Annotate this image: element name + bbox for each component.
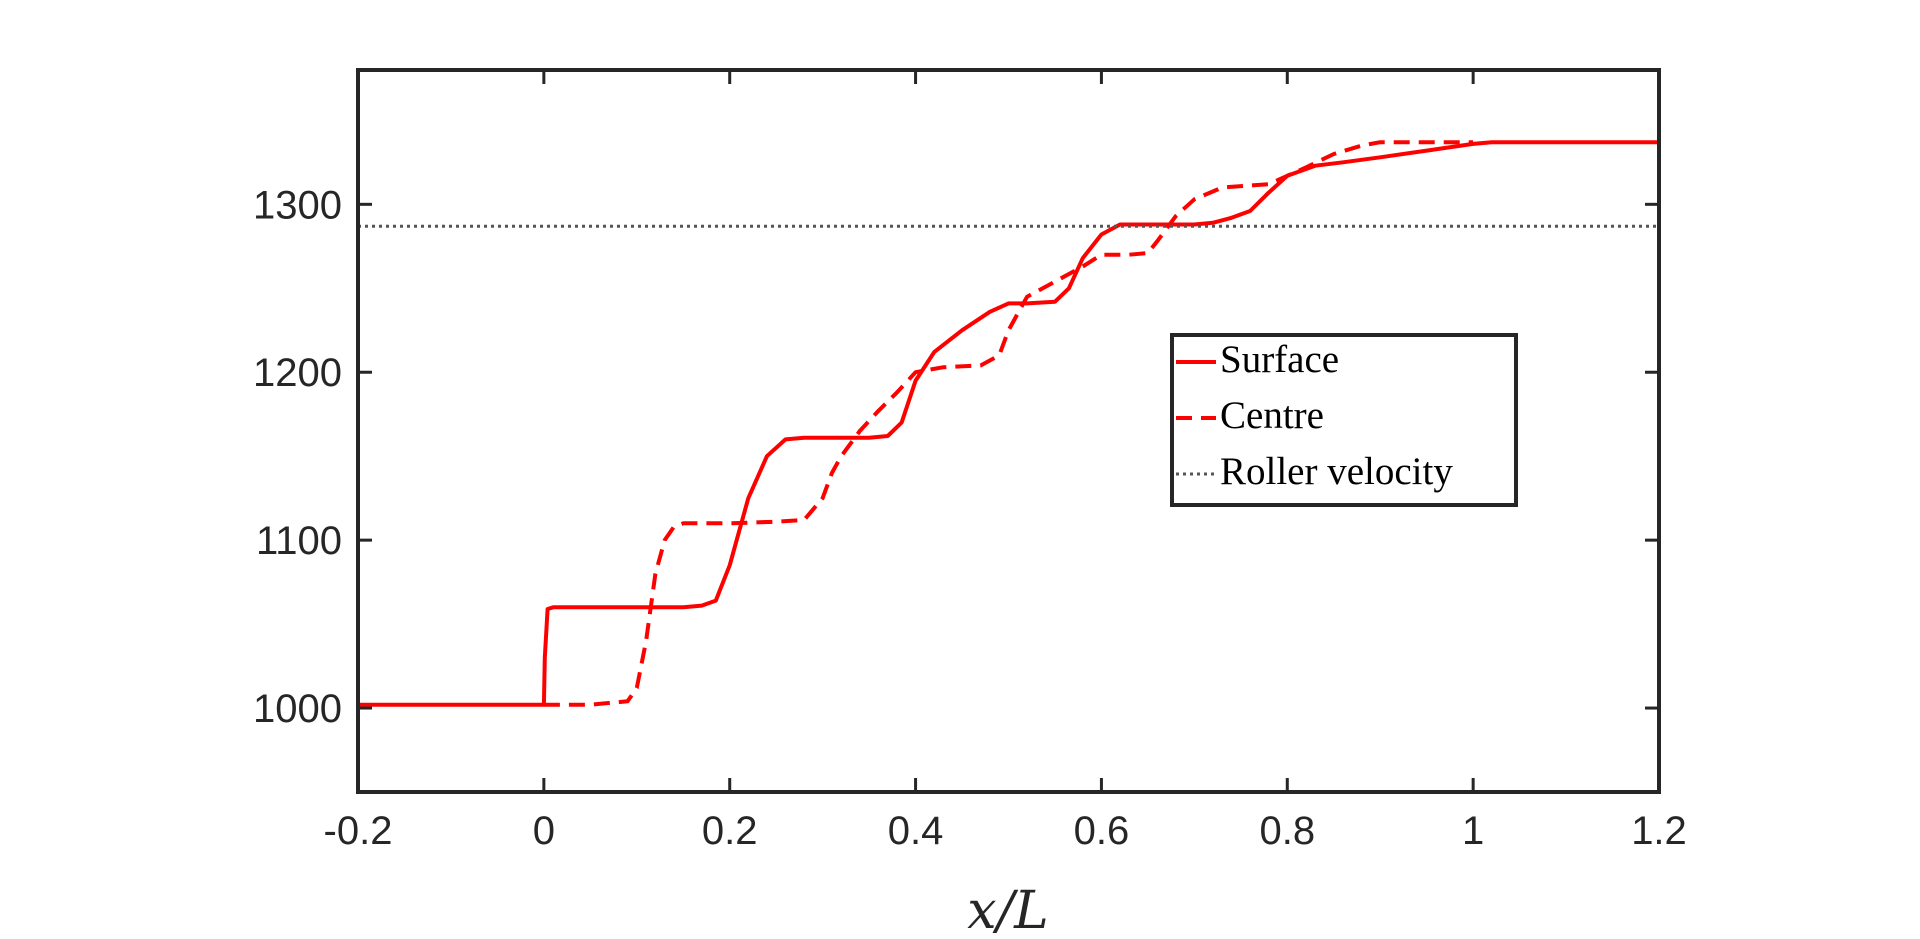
series-centre [543,140,1474,707]
x-tick-label: 1 [1462,809,1484,853]
x-tick-label: 0.8 [1259,809,1315,853]
legend-box [1170,333,1518,507]
y-tick-label: 1100 [256,519,342,563]
x-tick-label: 0.4 [888,809,944,853]
x-tick-label: 0.6 [1074,809,1130,853]
legend: Surface Centre Roller velocity [1170,333,1518,507]
series-layer [358,140,1659,707]
series-surface [358,140,1659,707]
x-axis-label: x/L [967,881,1048,939]
x-tick-label: 0.2 [702,809,758,853]
x-tick-label: 0 [533,809,555,853]
y-tick-label: 1300 [253,183,342,227]
y-tick-label: 1000 [253,687,342,731]
legend-label-surface: Surface [1220,338,1339,381]
legend-label-centre: Centre [1220,394,1324,437]
x-tick-label: -0.2 [324,809,393,853]
legend-label-roller-velocity: Roller velocity [1220,450,1453,493]
x-tick-label: 1.2 [1631,809,1687,853]
y-tick-labels: 1000 1100 1200 1300 [253,183,342,731]
y-tick-label: 1200 [253,351,342,395]
axes-frame [356,68,1661,794]
ticks-layer [356,70,1661,792]
x-tick-labels: -0.2 0 0.2 0.4 0.6 0.8 1 1.2 [324,809,1687,853]
